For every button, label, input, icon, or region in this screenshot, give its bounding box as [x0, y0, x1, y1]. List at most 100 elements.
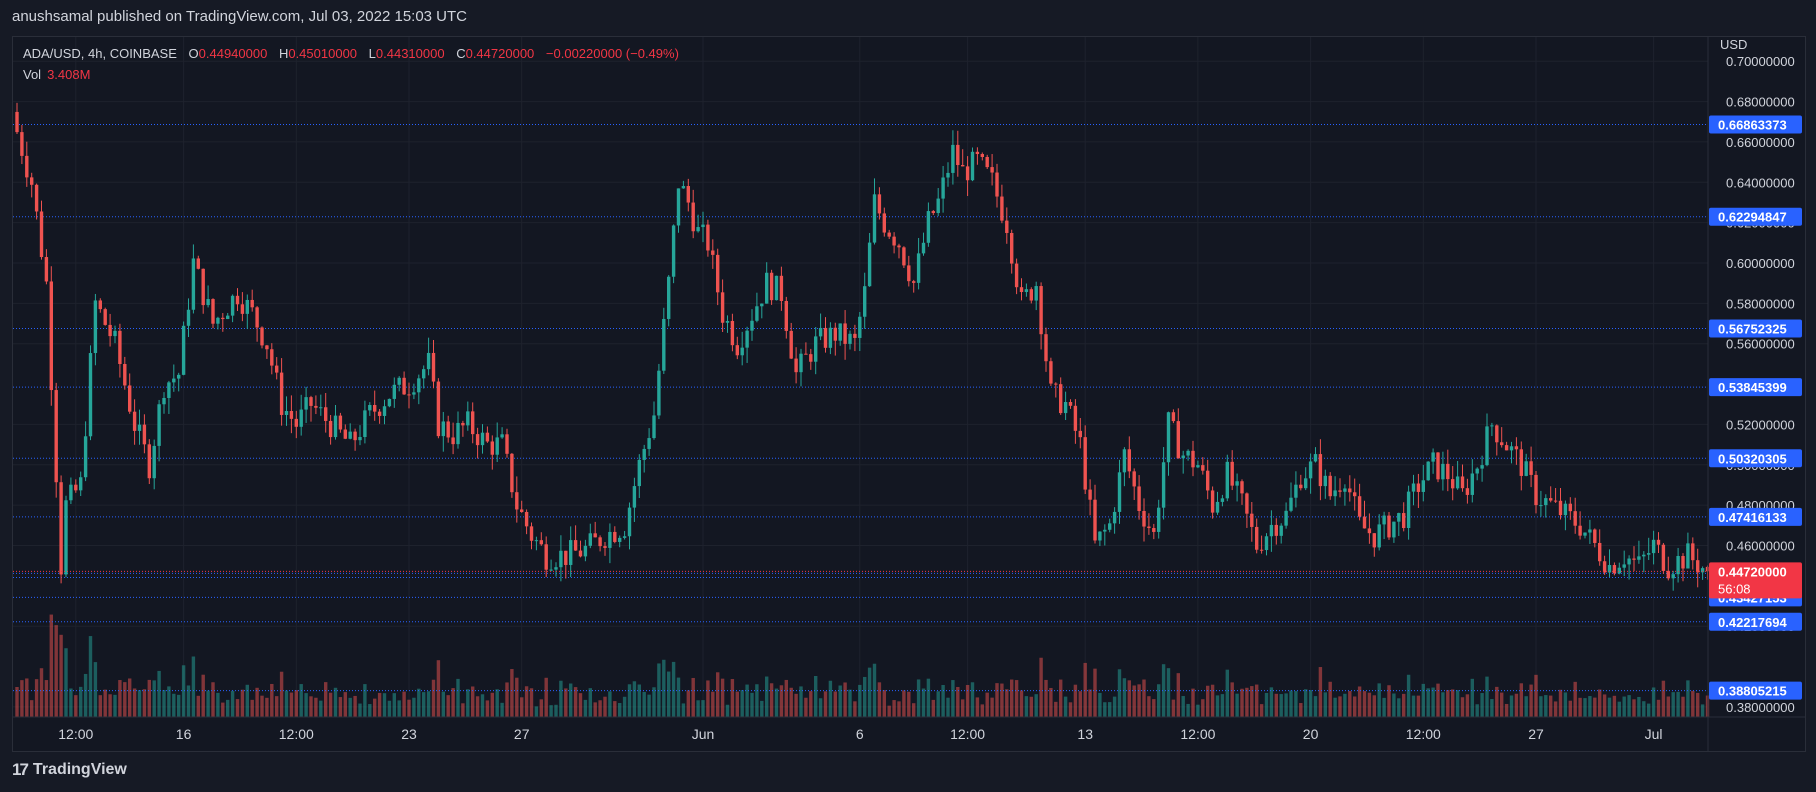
volume-bar [716, 672, 720, 717]
x-tick-label: 6 [856, 726, 864, 742]
candlestick-chart[interactable]: USD 0.70000000 0.68000000 0.66000000 0.64000… [13, 37, 1805, 751]
volume-bar [39, 668, 44, 717]
candle-body [1392, 521, 1396, 538]
level-price-label: 0.53845399 [1718, 380, 1787, 395]
volume-bar [34, 679, 39, 717]
x-tick-label: 27 [514, 726, 530, 742]
volume-bar [1206, 685, 1210, 717]
candle-body [593, 533, 597, 538]
chart-panel[interactable]: USD 0.70000000 0.68000000 0.66000000 0.64000… [12, 36, 1806, 752]
volume-bar [1103, 702, 1107, 717]
candle-body [490, 441, 494, 455]
volume-bar [921, 688, 926, 717]
volume-bar [573, 687, 578, 717]
candle-body [970, 151, 975, 181]
candle-body [588, 533, 592, 546]
candle-body [1259, 549, 1264, 551]
candle-body [461, 422, 465, 426]
volume-bar [1240, 688, 1244, 717]
y-tick-label: 0.70000000 [1726, 54, 1795, 69]
candle-body [711, 250, 715, 255]
level-price-label: 0.50320305 [1718, 451, 1787, 466]
candle-body [1220, 498, 1225, 502]
candle-body [1451, 479, 1455, 489]
candle-body [1029, 289, 1033, 301]
volume-bar [534, 706, 539, 717]
symbol-label[interactable]: ADA/USD, 4h, COINBASE [23, 46, 177, 61]
volume-bar [162, 689, 166, 717]
volume-bar [1098, 692, 1102, 717]
candle-body [74, 484, 78, 491]
volume-bar [1255, 684, 1259, 717]
volume-bar [1651, 687, 1656, 717]
candle-body [1112, 511, 1117, 524]
candle-body [676, 188, 681, 226]
candle-body [613, 531, 617, 542]
candle-body [186, 309, 191, 326]
volume-bar [314, 697, 318, 717]
volume-bar [564, 688, 568, 717]
volume-bar [353, 695, 357, 717]
volume-bar [985, 692, 989, 717]
volume-bar [995, 683, 999, 717]
publish-attribution: anushsamal published on TradingView.com,… [12, 8, 468, 25]
y-tick-label: 0.38000000 [1726, 700, 1795, 715]
candle-body [1333, 490, 1337, 497]
volume-bar [279, 671, 284, 717]
candle-body [1588, 529, 1592, 533]
candle-body [1161, 462, 1166, 508]
candle-body [912, 281, 916, 283]
volume-bar [441, 691, 445, 717]
candle-body [549, 569, 553, 571]
volume-bar [1392, 693, 1396, 717]
candle-body [436, 381, 441, 437]
volume-bar [93, 662, 98, 717]
candle-body [137, 424, 142, 431]
candle-body [338, 415, 343, 430]
volume-bar [1549, 695, 1553, 717]
candle-body [265, 345, 269, 350]
candle-body [333, 415, 338, 438]
volume-bar [103, 689, 107, 717]
candle-body [1264, 536, 1269, 551]
candle-body [353, 431, 357, 441]
open-label: O [188, 46, 199, 61]
volume-bar [520, 697, 524, 717]
volume-bar [1607, 697, 1612, 717]
volume-bar [1137, 684, 1141, 717]
volume-bar [794, 693, 798, 717]
candle-body [965, 166, 970, 181]
candle-body [191, 258, 196, 310]
volume-bar [583, 699, 588, 717]
candle-body [1416, 483, 1421, 492]
volume-label[interactable]: Vol [23, 67, 42, 82]
volume-bar [1108, 702, 1112, 717]
candle-body [177, 374, 181, 379]
volume-bar [1451, 689, 1455, 717]
x-tick-label: Jun [692, 726, 715, 742]
volume-bar [618, 703, 622, 717]
y-tick-label: 0.58000000 [1726, 296, 1795, 311]
candle-body [1284, 510, 1288, 526]
volume-bar [1402, 693, 1406, 717]
volume-bar [1186, 703, 1190, 717]
candle-body [1362, 516, 1367, 529]
candle-body [794, 358, 798, 373]
volume-bar [358, 703, 362, 717]
volume-bar [461, 703, 465, 717]
current-price-label: 0.44720000 [1718, 564, 1787, 579]
candle-body [1235, 481, 1239, 486]
candle-body [1098, 531, 1102, 541]
candle-body [44, 257, 49, 282]
candle-body [1000, 196, 1004, 221]
candle-body [539, 540, 543, 545]
candle-body [1647, 553, 1651, 555]
volume-bar [1029, 696, 1033, 717]
volume-bar [1372, 695, 1376, 717]
candle-body [485, 432, 490, 442]
volume-bar [1019, 690, 1024, 717]
volume-bar [691, 677, 695, 717]
volume-bar [1112, 696, 1117, 717]
volume-bar [1573, 681, 1577, 717]
volume-bar [642, 691, 646, 717]
